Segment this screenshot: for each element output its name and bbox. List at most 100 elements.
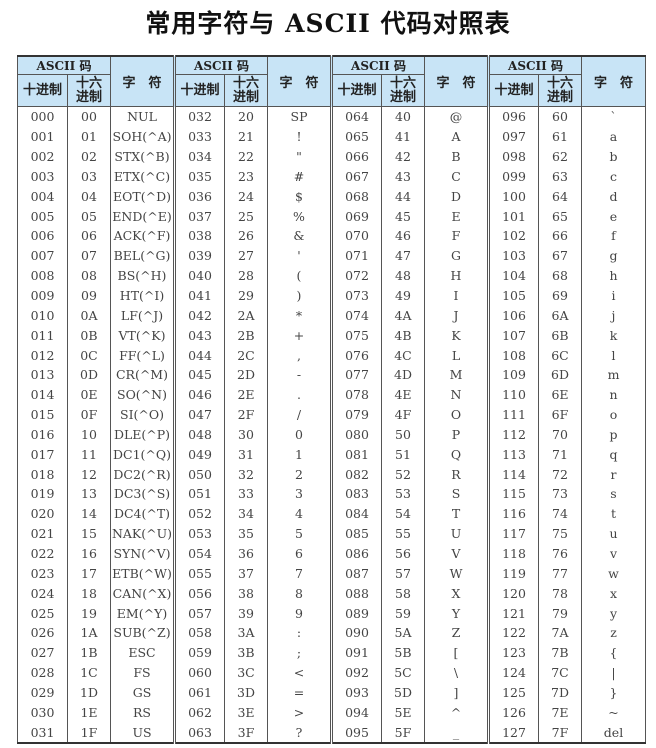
decimal-cell: 030 [17, 702, 68, 723]
hex-cell: 56 [381, 543, 425, 564]
char-cell: ? [267, 722, 332, 743]
ascii-code-header: ASCII 码 [17, 55, 111, 75]
char-cell: SP [267, 106, 332, 127]
decimal-cell: 126 [487, 702, 539, 723]
char-cell: j [581, 305, 646, 326]
decimal-cell: 052 [173, 503, 225, 524]
hex-cell: 74 [538, 503, 582, 524]
table-row: 011 0B VT(^K) 043 2B +075 4B K 107 6B k [17, 325, 646, 346]
hex-cell: 07 [67, 245, 111, 266]
char-cell: % [267, 206, 332, 227]
decimal-cell: 065 [330, 126, 382, 147]
char-cell: DC2(^R) [110, 464, 175, 485]
decimal-cell: 076 [330, 345, 382, 365]
char-cell: P [424, 424, 489, 445]
hex-cell: 33 [224, 484, 268, 504]
hex-cell: 16 [67, 543, 111, 564]
decimal-cell: 075 [330, 325, 382, 346]
hex-cell: 55 [381, 523, 425, 544]
char-cell: FF(^L) [110, 345, 175, 365]
table-row: 023 17 ETB(^W) 055 37 7 087 57 W 119 77 w [17, 563, 646, 584]
char-cell: LF(^J) [110, 305, 175, 326]
char-cell: 5 [267, 523, 332, 544]
char-cell: g [581, 245, 646, 266]
char-cell: c [581, 166, 646, 187]
hex-cell: 72 [538, 464, 582, 485]
decimal-cell: 103 [487, 245, 539, 266]
char-cell: BS(^H) [110, 265, 175, 286]
decimal-cell: 112 [487, 424, 539, 445]
char-cell: z [581, 622, 646, 643]
table-row: 008 08 BS(^H) 040 28(072 48 H 104 68 h [17, 265, 646, 286]
hex-cell: 66 [538, 226, 582, 246]
hex-cell: 32 [224, 464, 268, 485]
hex-cell: 02 [67, 146, 111, 167]
decimal-cell: 091 [330, 642, 382, 663]
decimal-cell: 026 [17, 622, 68, 643]
char-cell: \ [424, 662, 489, 683]
char-cell: & [267, 226, 332, 246]
decimal-cell: 048 [173, 424, 225, 445]
char-cell: ] [424, 682, 489, 703]
hex-cell: 4D [381, 364, 425, 385]
decimal-cell: 116 [487, 503, 539, 524]
hex-cell: 26 [224, 226, 268, 246]
decimal-cell: 066 [330, 146, 382, 167]
decimal-cell: 001 [17, 126, 68, 147]
decimal-cell: 090 [330, 622, 382, 643]
hex-cell: 7F [538, 722, 582, 743]
char-cell: x [581, 583, 646, 604]
char-cell: US [110, 722, 175, 743]
ascii-table: ASCII 码字 符 ASCII 码字 符 ASCII 码字 符 ASCII 码字 符… [17, 55, 646, 744]
char-cell: X [424, 583, 489, 604]
char-cell: < [267, 662, 332, 683]
decimal-cell: 115 [487, 484, 539, 504]
decimal-cell: 000 [17, 106, 68, 127]
decimal-cell: 073 [330, 285, 382, 306]
hex-cell: 41 [381, 126, 425, 147]
hex-cell: 2F [224, 404, 268, 425]
decimal-cell: 005 [17, 206, 68, 227]
table-row: 031 1F US 063 3F? 095 5F _ 127 7F del [17, 722, 646, 743]
hex-cell: 25 [224, 206, 268, 227]
hex-cell: 3B [224, 642, 268, 663]
hex-cell: 54 [381, 503, 425, 524]
decimal-cell: 127 [487, 722, 539, 743]
char-cell: b [581, 146, 646, 167]
char-cell: s [581, 484, 646, 504]
hex-cell: 4F [381, 404, 425, 425]
decimal-cell: 042 [173, 305, 225, 326]
decimal-cell: 079 [330, 404, 382, 425]
hex-cell: 3F [224, 722, 268, 743]
decimal-cell: 068 [330, 186, 382, 207]
char-header: 字 符 [110, 55, 175, 107]
hex-cell: 11 [67, 444, 111, 465]
hex-cell: 43 [381, 166, 425, 187]
hex-cell: 35 [224, 523, 268, 544]
hex-cell: 73 [538, 484, 582, 504]
decimal-cell: 040 [173, 265, 225, 286]
hex-cell: 64 [538, 186, 582, 207]
char-cell: . [267, 384, 332, 405]
hex-cell: 1C [67, 662, 111, 683]
decimal-cell: 060 [173, 662, 225, 683]
hex-cell: 7B [538, 642, 582, 663]
decimal-cell: 023 [17, 563, 68, 584]
char-cell: l [581, 345, 646, 365]
hex-cell: 3E [224, 702, 268, 723]
hex-cell: 6D [538, 364, 582, 385]
decimal-cell: 041 [173, 285, 225, 306]
char-cell: V [424, 543, 489, 564]
decimal-cell: 081 [330, 444, 382, 465]
hex-cell: 62 [538, 146, 582, 167]
hex-cell: 5E [381, 702, 425, 723]
hex-cell: 5A [381, 622, 425, 643]
decimal-header: 十进制 [173, 74, 225, 107]
char-cell: ~ [581, 702, 646, 723]
decimal-cell: 074 [330, 305, 382, 326]
hex-cell: 71 [538, 444, 582, 465]
table-row: 001 01 SOH(^A) 033 21! 065 41 A 097 61 a [17, 126, 646, 147]
char-cell: FS [110, 662, 175, 683]
decimal-cell: 053 [173, 523, 225, 544]
char-cell: p [581, 424, 646, 445]
